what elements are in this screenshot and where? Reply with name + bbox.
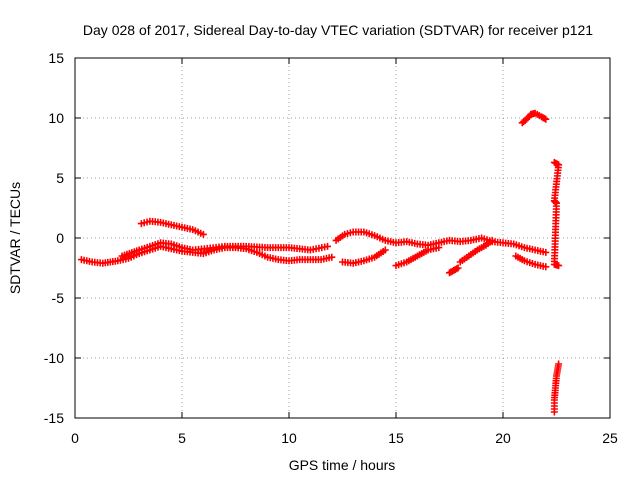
y-axis-label: SDTVAR / TECUs bbox=[7, 182, 23, 294]
y-tick-label: -5 bbox=[52, 290, 65, 306]
y-tick-label: 15 bbox=[48, 50, 64, 66]
y-tick-label: 0 bbox=[56, 230, 64, 246]
data-points bbox=[77, 109, 563, 416]
data-point bbox=[454, 264, 462, 272]
x-tick-label: 25 bbox=[602, 430, 618, 446]
x-tick-label: 5 bbox=[178, 430, 186, 446]
x-tick-label: 15 bbox=[388, 430, 404, 446]
grid bbox=[75, 58, 610, 418]
x-axis-label: GPS time / hours bbox=[289, 457, 396, 473]
x-tick-label: 20 bbox=[495, 430, 511, 446]
data-point bbox=[328, 253, 336, 261]
y-tick-label: -10 bbox=[44, 350, 64, 366]
data-point bbox=[542, 115, 550, 123]
y-tick-label: 10 bbox=[48, 110, 64, 126]
data-point bbox=[542, 248, 550, 256]
data-point bbox=[488, 236, 496, 244]
data-point bbox=[542, 263, 550, 271]
y-tick-label: 5 bbox=[56, 170, 64, 186]
x-tick-label: 0 bbox=[71, 430, 79, 446]
x-tick-label: 10 bbox=[281, 430, 297, 446]
data-point bbox=[435, 244, 443, 252]
data-point bbox=[381, 246, 389, 254]
data-point bbox=[555, 262, 563, 270]
data-point bbox=[199, 230, 207, 238]
data-point bbox=[555, 360, 563, 368]
y-tick-label: -15 bbox=[44, 410, 64, 426]
axis-ticks: 0 5 10 15 20 25 -15 -10 -5 0 5 10 15 bbox=[44, 50, 618, 446]
data-point bbox=[324, 242, 332, 250]
chart-title: Day 028 of 2017, Sidereal Day-to-day VTE… bbox=[83, 22, 593, 38]
